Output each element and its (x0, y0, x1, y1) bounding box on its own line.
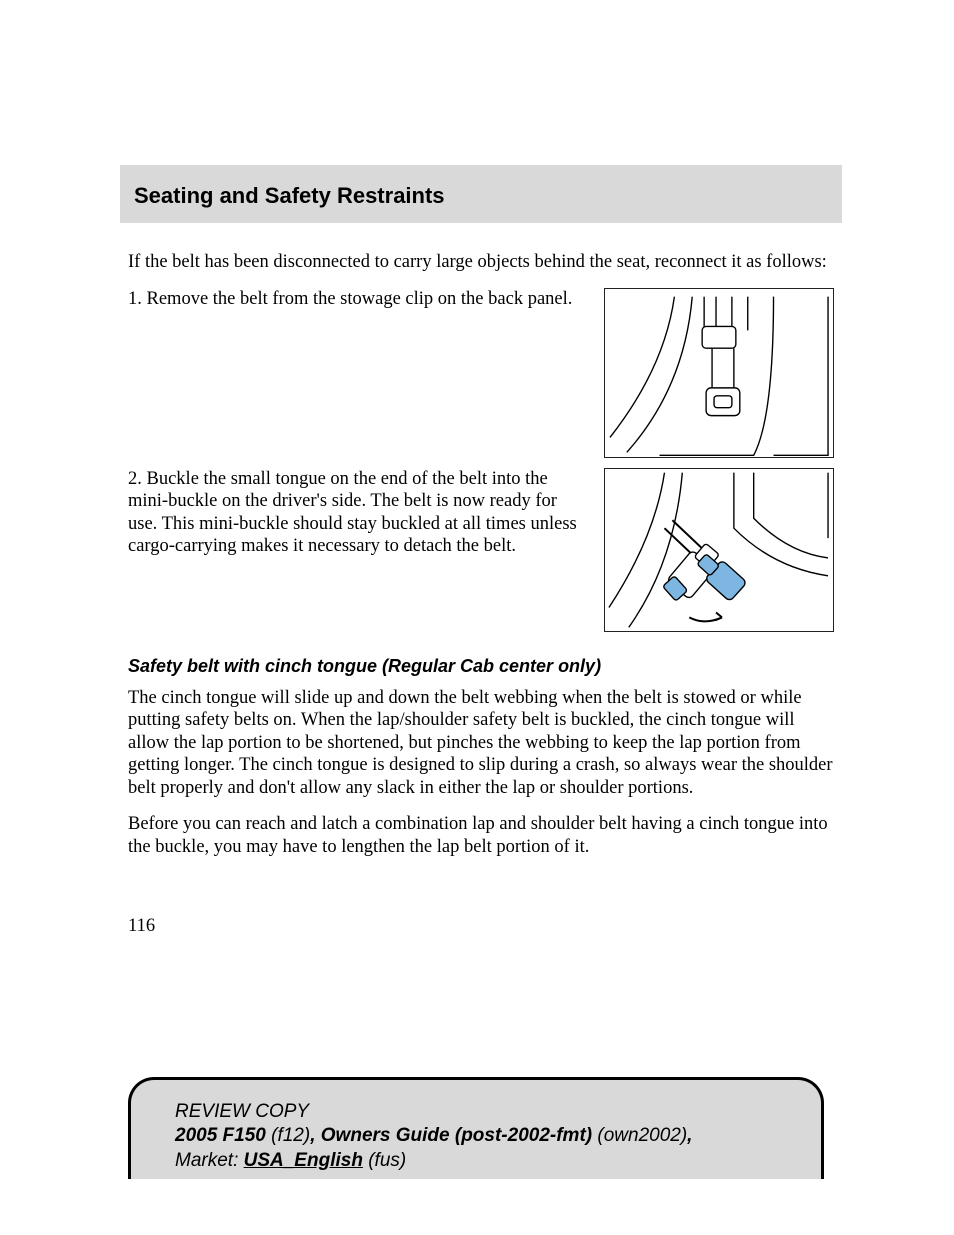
seat-clip-svg (605, 288, 833, 458)
seat-clip-illustration (604, 288, 834, 458)
footer-comma-1: , (310, 1125, 321, 1146)
footer-market-label: Market: (175, 1150, 244, 1171)
mini-buckle-svg (605, 468, 833, 632)
footer-vehicle-code: (f12) (266, 1125, 310, 1146)
footer-market-code: (fus) (363, 1150, 406, 1171)
mini-buckle-illustration (604, 468, 834, 632)
footer-comma-2: , (687, 1125, 692, 1146)
intro-paragraph: If the belt has been disconnected to car… (128, 251, 834, 274)
step-1-figure (604, 288, 834, 458)
footer-guide: Owners Guide (post-2002-fmt) (321, 1125, 592, 1146)
step-2-row: 2. Buckle the small tongue on the end of… (128, 468, 834, 632)
cinch-paragraph-2: Before you can reach and latch a combina… (128, 813, 834, 858)
cinch-paragraph-1: The cinch tongue will slide up and down … (128, 687, 834, 800)
page-number: 116 (128, 916, 155, 937)
cinch-tongue-heading: Safety belt with cinch tongue (Regular C… (128, 656, 834, 677)
footer-box: REVIEW COPY 2005 F150 (f12), Owners Guid… (128, 1077, 824, 1179)
step-2-figure (604, 468, 834, 632)
step-1-row: 1. Remove the belt from the stowage clip… (128, 288, 834, 458)
footer-line-2: 2005 F150 (f12), Owners Guide (post-2002… (175, 1124, 777, 1148)
footer-guide-code: (own2002) (592, 1125, 687, 1146)
step-1-text: 1. Remove the belt from the stowage clip… (128, 288, 586, 311)
footer-review-copy: REVIEW COPY (175, 1100, 777, 1124)
step-2-text: 2. Buckle the small tongue on the end of… (128, 468, 586, 558)
footer-market: USA_English (244, 1150, 363, 1171)
section-title: Seating and Safety Restraints (134, 183, 828, 209)
footer-line-3: Market: USA_English (fus) (175, 1149, 777, 1173)
footer-vehicle: 2005 F150 (175, 1125, 266, 1146)
manual-page: Seating and Safety Restraints If the bel… (0, 0, 954, 1235)
section-header: Seating and Safety Restraints (120, 165, 842, 223)
